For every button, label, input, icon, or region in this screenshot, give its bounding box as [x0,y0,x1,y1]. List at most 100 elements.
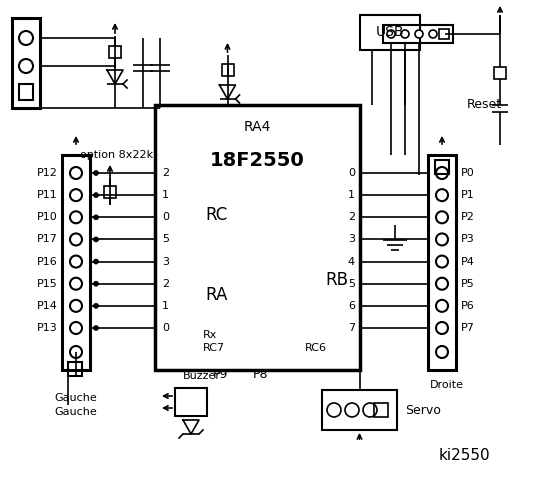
Bar [175,388,207,416]
Bar [439,29,449,39]
Text: 0: 0 [162,212,169,222]
Text: P3: P3 [461,234,474,244]
Text: P17: P17 [37,234,58,244]
Text: RA4: RA4 [244,120,271,134]
Circle shape [70,346,82,358]
Text: 18F2550: 18F2550 [210,151,305,169]
Circle shape [436,167,448,179]
Circle shape [93,237,98,242]
Text: RA: RA [205,286,227,304]
Text: 5: 5 [348,279,355,288]
Circle shape [70,233,82,245]
Text: P11: P11 [37,190,58,200]
Text: P0: P0 [461,168,474,178]
Circle shape [93,303,98,308]
Circle shape [70,211,82,223]
Circle shape [70,189,82,201]
Text: Gauche: Gauche [55,393,97,403]
Bar [104,185,116,197]
Text: RC: RC [205,206,227,224]
Bar [374,403,388,417]
Text: P6: P6 [461,301,474,311]
Circle shape [19,31,33,45]
Circle shape [436,322,448,334]
Text: Droite: Droite [430,380,464,390]
Circle shape [415,30,423,38]
Text: ki2550: ki2550 [439,447,490,463]
Text: 1: 1 [348,190,355,200]
Text: P5: P5 [461,279,474,288]
Text: 3: 3 [348,234,355,244]
Text: P13: P13 [37,323,58,333]
Text: P14: P14 [37,301,58,311]
Circle shape [70,167,82,179]
Text: option 8x22k: option 8x22k [80,150,153,160]
Text: 1: 1 [162,301,169,311]
Bar [383,25,453,43]
Bar [19,84,33,100]
Circle shape [70,300,82,312]
Text: P4: P4 [461,257,475,266]
Circle shape [436,211,448,223]
Bar [222,64,233,76]
Text: 2: 2 [162,279,169,288]
Text: 6: 6 [348,301,355,311]
Text: RC7: RC7 [203,343,225,353]
Bar [428,155,456,370]
Bar [12,18,40,108]
Circle shape [436,255,448,267]
Bar [494,67,506,79]
Text: RC6: RC6 [305,343,327,353]
Text: P1: P1 [461,190,474,200]
Text: P8: P8 [252,369,268,382]
Bar [360,15,420,50]
Circle shape [429,30,437,38]
Circle shape [70,278,82,290]
Circle shape [436,278,448,290]
Text: 0: 0 [348,168,355,178]
Text: 7: 7 [348,323,355,333]
Text: P2: P2 [461,212,475,222]
Text: 5: 5 [162,234,169,244]
Text: P9: P9 [212,369,228,382]
Text: 2: 2 [162,168,169,178]
Circle shape [436,233,448,245]
Text: Reset: Reset [467,98,502,111]
Text: Rx: Rx [203,330,217,340]
Bar [62,155,90,370]
Circle shape [436,300,448,312]
Text: P16: P16 [37,257,58,266]
Text: 2: 2 [348,212,355,222]
Bar [155,105,360,370]
Circle shape [387,30,395,38]
Bar [68,362,82,376]
Text: P10: P10 [37,212,58,222]
Text: USB: USB [375,25,404,39]
Circle shape [345,403,359,417]
Text: RB: RB [325,271,348,289]
Text: 4: 4 [348,257,355,266]
Circle shape [93,170,98,176]
Text: P12: P12 [37,168,58,178]
Circle shape [93,259,98,264]
Text: P15: P15 [37,279,58,288]
Circle shape [327,403,341,417]
Bar [435,160,449,174]
Circle shape [401,30,409,38]
Text: 0: 0 [162,323,169,333]
Text: P7: P7 [461,323,475,333]
Circle shape [93,215,98,220]
Text: Servo: Servo [405,404,441,417]
Circle shape [363,403,377,417]
Bar [322,390,397,430]
Bar [109,46,121,58]
Text: 1: 1 [162,190,169,200]
Circle shape [93,192,98,198]
Circle shape [70,255,82,267]
Text: 3: 3 [162,257,169,266]
Circle shape [436,189,448,201]
Text: Gauche: Gauche [55,407,97,417]
Circle shape [70,322,82,334]
Text: Buzzer: Buzzer [183,371,221,381]
Circle shape [93,281,98,286]
